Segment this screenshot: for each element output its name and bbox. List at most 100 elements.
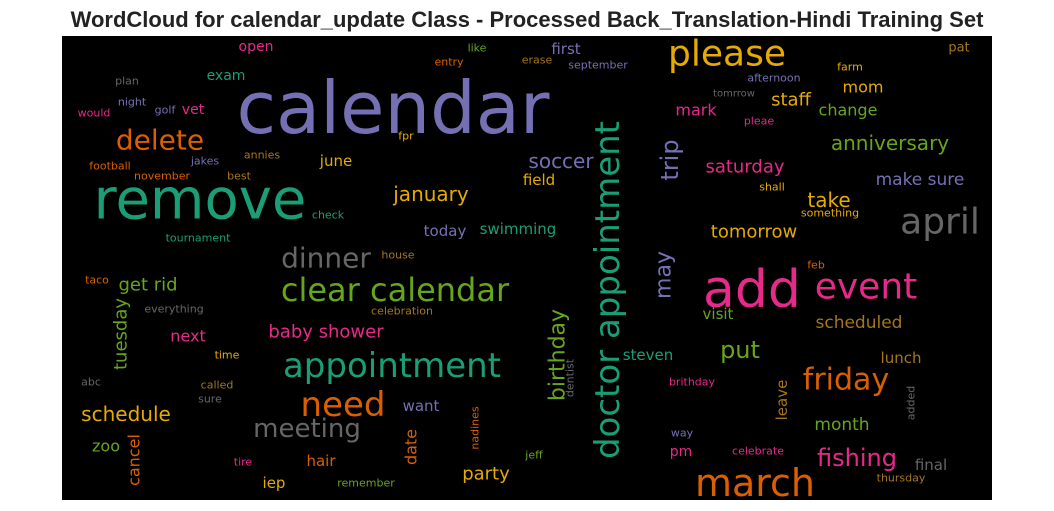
word: birthday [546, 309, 571, 401]
word: september [568, 59, 628, 72]
word: leave [773, 380, 791, 421]
word: june [319, 152, 352, 170]
word: need [301, 385, 386, 425]
word: doctor appointment [588, 121, 628, 459]
word: month [814, 415, 869, 435]
word: calendar [236, 66, 549, 150]
word: first [551, 40, 580, 58]
word: pm [670, 444, 693, 460]
cloud-background [62, 36, 992, 500]
word: staff [771, 90, 811, 111]
word: soccer [528, 149, 594, 173]
word: tire [234, 456, 253, 469]
word: appointment [283, 346, 501, 386]
word: nadines [469, 406, 482, 449]
word: may [652, 251, 677, 299]
word: field [523, 171, 555, 189]
word: best [227, 170, 251, 183]
word: jeff [524, 449, 543, 462]
word: check [312, 209, 345, 222]
word: put [720, 336, 760, 364]
word: everything [144, 303, 203, 316]
word: meeting [253, 414, 361, 444]
word: today [424, 222, 467, 240]
word: entry [434, 56, 464, 69]
word: cancel [125, 434, 144, 486]
word: vet [182, 102, 205, 118]
word: delete [116, 124, 204, 157]
word: thursday [877, 472, 926, 485]
word: friday [803, 363, 889, 398]
word: remove [94, 168, 307, 233]
word: add [703, 260, 801, 320]
word: tomrrow [713, 89, 755, 100]
word: swimming [480, 220, 557, 238]
word: dinner [281, 242, 371, 275]
word: november [134, 170, 190, 183]
word: pat [948, 41, 969, 56]
word: schedule [81, 402, 171, 426]
word: farm [837, 61, 863, 74]
word: date [402, 429, 421, 465]
word: night [118, 96, 147, 109]
word: something [801, 207, 859, 220]
word: hair [306, 452, 336, 470]
word: exam [207, 68, 246, 84]
word: fishing [817, 444, 897, 472]
word: annies [244, 149, 281, 162]
word: feb [807, 259, 825, 272]
word: time [215, 349, 240, 362]
word: would [78, 107, 111, 120]
word: fpr [398, 130, 414, 143]
word: pleae [744, 115, 775, 128]
word: like [468, 42, 487, 55]
word: trip [656, 139, 684, 180]
word: football [89, 160, 130, 173]
word: jakes [190, 155, 220, 168]
word: visit [703, 305, 734, 323]
word: tuesday [111, 298, 132, 370]
word: next [170, 327, 205, 346]
word: abc [81, 376, 101, 389]
word: added [905, 386, 918, 420]
word: march [695, 461, 815, 505]
word: please [668, 34, 786, 75]
word: celebration [371, 305, 433, 318]
word: party [462, 464, 510, 485]
word: steven [623, 346, 674, 364]
chart-title: WordCloud for calendar_update Class - Pr… [71, 7, 984, 32]
word: tournament [166, 232, 232, 245]
word: celebrate [732, 445, 784, 458]
word: take [807, 188, 850, 212]
word: tomorrow [711, 222, 797, 243]
word: scheduled [816, 313, 903, 333]
word: iep [263, 474, 286, 492]
word: want [403, 397, 440, 415]
word: get rid [118, 275, 177, 296]
word: make sure [876, 170, 965, 190]
word: afternoon [747, 72, 800, 85]
word: called [201, 379, 234, 392]
word: house [381, 249, 414, 262]
word: remember [337, 477, 395, 490]
word: plan [115, 75, 139, 88]
word: way [671, 427, 694, 440]
word: event [815, 267, 918, 308]
word: zoo [92, 437, 120, 456]
word: january [392, 182, 469, 206]
word: mom [843, 78, 884, 97]
word: dentist [564, 358, 577, 397]
word: clear calendar [281, 271, 510, 309]
word: mark [675, 101, 717, 120]
word: erase [522, 54, 553, 67]
word: sure [198, 393, 222, 406]
word: final [915, 456, 947, 474]
word: anniversary [831, 131, 949, 155]
word: golf [155, 104, 177, 117]
word: saturday [705, 157, 784, 178]
word: baby shower [268, 322, 384, 343]
word: change [819, 101, 878, 120]
word: taco [85, 274, 109, 287]
